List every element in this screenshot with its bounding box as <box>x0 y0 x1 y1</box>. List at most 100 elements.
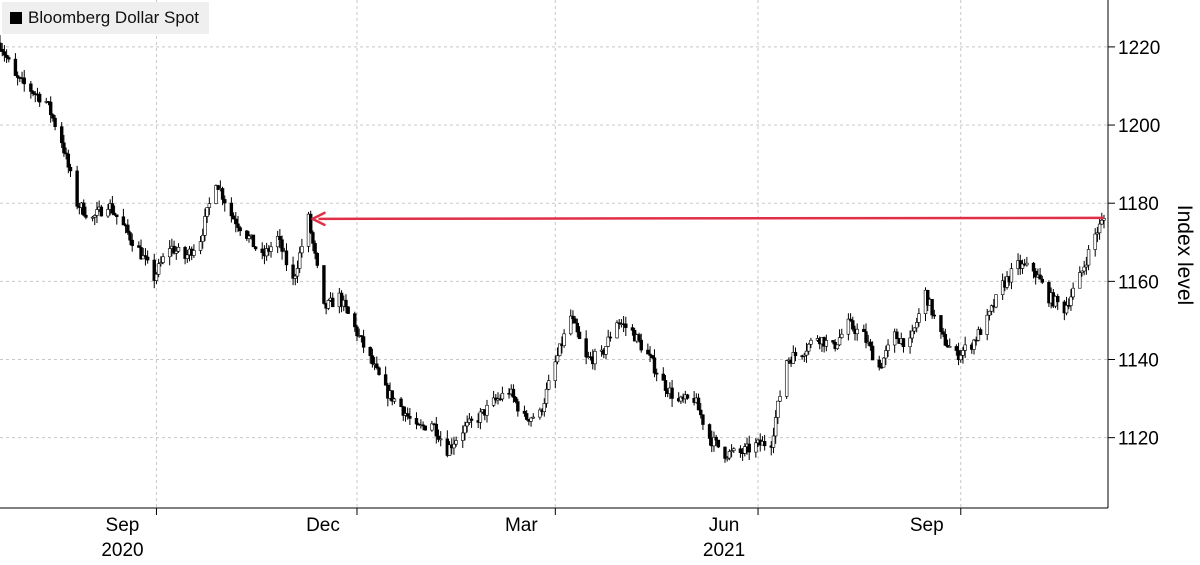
candle-body <box>725 457 729 460</box>
candle-body <box>723 446 727 459</box>
candle-body <box>941 331 945 335</box>
candle-body <box>932 314 937 317</box>
candle-body <box>51 114 55 119</box>
candle-body <box>571 315 575 320</box>
candle-body <box>95 209 99 216</box>
y-tick-label: 1120 <box>1118 429 1159 450</box>
candle-body <box>716 439 721 448</box>
x-tick-label: Sep <box>910 515 944 536</box>
candle-body <box>439 438 443 441</box>
candle-body <box>855 328 859 335</box>
candle-body <box>346 306 350 314</box>
candle-body <box>22 77 26 85</box>
candle-body <box>284 250 289 266</box>
candle-body <box>959 355 963 361</box>
candle-body <box>291 264 295 279</box>
candle-body <box>99 206 104 217</box>
candle-body <box>573 318 577 324</box>
candle-body <box>183 247 187 259</box>
candle-body <box>214 185 218 204</box>
candle-body <box>1071 287 1075 298</box>
candle-body <box>743 446 747 454</box>
candle-body <box>110 203 115 214</box>
candle-body <box>436 435 441 440</box>
candle-body <box>661 373 665 381</box>
x-tick-label: Sep <box>106 515 140 536</box>
candle-body <box>93 215 97 218</box>
candle-body <box>513 397 518 402</box>
candle-body <box>553 361 558 381</box>
candle-body <box>615 322 619 339</box>
candle-body <box>112 212 117 216</box>
candle-body <box>650 355 654 359</box>
candle-body <box>4 54 9 58</box>
candle-body <box>300 246 304 254</box>
candle-body <box>886 344 890 351</box>
annotations <box>311 211 1105 227</box>
candle-body <box>176 247 181 252</box>
candle-body <box>368 346 372 356</box>
candle-body <box>870 345 875 361</box>
candle-body <box>577 331 582 339</box>
x-tick-year-label: 2021 <box>703 540 745 561</box>
candle-body <box>145 256 150 261</box>
candle-body <box>593 351 597 365</box>
candle-body <box>421 424 425 427</box>
candle-body <box>375 363 379 369</box>
candle-body <box>423 425 427 431</box>
candle-body <box>401 406 405 416</box>
candle-body <box>575 322 580 333</box>
candle-body <box>1031 262 1036 272</box>
candle-body <box>804 350 809 356</box>
candle-body <box>884 350 888 359</box>
level-arrow-line <box>318 216 1105 221</box>
candle-body <box>126 224 130 233</box>
candle-body <box>361 336 366 348</box>
candle-body <box>529 417 533 422</box>
candle-body <box>64 152 68 155</box>
candle-body <box>84 214 88 218</box>
y-tick-label: 1180 <box>1118 194 1159 215</box>
candle-body <box>1086 249 1091 266</box>
candle-body <box>280 239 284 252</box>
candle-body <box>331 297 335 308</box>
candle-body <box>207 203 212 208</box>
candle-body <box>824 340 829 347</box>
candle-body <box>264 248 269 257</box>
candle-body <box>809 339 813 345</box>
candle-body <box>293 275 297 279</box>
candle-body <box>562 333 566 347</box>
candle-body <box>238 227 242 232</box>
candle-body <box>62 142 66 154</box>
candle-body <box>729 450 734 452</box>
candle-body <box>313 243 317 254</box>
candle-body <box>831 340 835 343</box>
candle-body <box>452 443 456 449</box>
candle-body <box>408 416 412 419</box>
candle-body <box>546 380 551 390</box>
candle-body <box>143 255 148 258</box>
candle-body <box>732 448 736 451</box>
candle-body <box>747 443 751 453</box>
candle-body <box>383 374 388 386</box>
candle-body <box>0 42 2 50</box>
candle-body <box>53 117 57 127</box>
candle-body <box>1078 272 1082 289</box>
candle-body <box>699 409 703 416</box>
x-tick-label: Jun <box>709 515 740 536</box>
candle-body <box>0 48 4 52</box>
candle-body <box>1082 266 1086 272</box>
candle-body <box>524 413 529 420</box>
candle-body <box>835 344 840 349</box>
candle-body <box>247 235 251 239</box>
candle-body <box>121 216 126 226</box>
candle-body <box>1025 262 1029 266</box>
candle-body <box>555 355 560 363</box>
candle-body <box>253 246 258 250</box>
candle-body <box>370 355 375 365</box>
candle-body <box>1033 270 1038 278</box>
candle-body <box>478 411 483 423</box>
candle-body <box>355 326 359 337</box>
candle-body <box>939 315 943 332</box>
candle-body <box>1000 280 1005 295</box>
